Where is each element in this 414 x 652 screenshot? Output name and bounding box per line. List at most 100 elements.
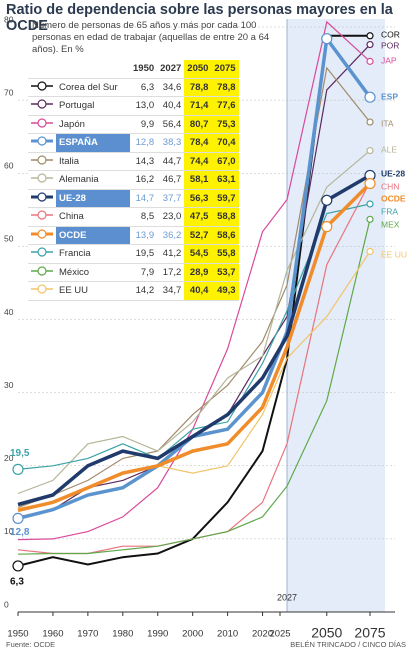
table-cell: 77,6	[211, 96, 239, 116]
legend-name: ESPAÑA	[56, 133, 130, 153]
table-header: 1950	[130, 60, 158, 79]
table-cell: 6,3	[130, 78, 158, 97]
table-row: China 8,5 23,0 47,5 58,8	[28, 207, 239, 227]
table-cell: 52,7	[184, 226, 212, 245]
start-label: 12,8	[10, 527, 30, 538]
y-tick-label: 60	[4, 161, 14, 171]
table-cell: 58,1	[184, 170, 212, 190]
end-label: EE UU	[381, 249, 407, 259]
x-tick-label: 2025	[269, 629, 290, 640]
swatch	[31, 192, 53, 202]
legend-name: Corea del Sur	[56, 78, 130, 97]
swatch	[31, 118, 53, 128]
swatch	[31, 136, 53, 146]
swatch	[31, 99, 53, 109]
legend-swatch	[28, 152, 56, 171]
marker	[321, 33, 333, 45]
swatch-dot	[37, 173, 47, 183]
table-cell: 13,9	[130, 226, 158, 245]
x-tick-label: 2000	[182, 629, 203, 640]
end-label: CHN	[381, 181, 399, 191]
table-header: 2075	[211, 60, 239, 79]
marker	[321, 194, 333, 206]
end-marker	[366, 215, 374, 223]
projection-label: 2027	[277, 592, 297, 602]
legend-swatch	[28, 207, 56, 227]
legend-name: EE UU	[56, 281, 130, 301]
table-cell: 46,7	[157, 170, 185, 190]
swatch-dot	[37, 136, 47, 146]
x-tick-label: 2050	[311, 625, 342, 641]
swatch-dot	[37, 81, 47, 91]
legend-swatch	[28, 78, 56, 97]
table-cell: 40,4	[157, 96, 185, 116]
legend-name: Portugal	[56, 96, 130, 116]
table-header: 2027	[157, 60, 185, 79]
end-label: COR	[381, 29, 400, 39]
subtitle: Número de personas de 65 años y más por …	[32, 20, 270, 55]
swatch-dot	[37, 229, 47, 239]
table-row: Corea del Sur 6,3 34,6 78,8 78,8	[28, 78, 239, 97]
series-line	[17, 203, 371, 470]
table-cell: 44,7	[157, 152, 185, 171]
swatch-dot	[37, 192, 47, 202]
table-cell: 75,3	[211, 115, 239, 134]
table-cell: 14,2	[130, 281, 158, 301]
y-tick-label: 40	[4, 307, 14, 317]
table-cell: 78,8	[211, 78, 239, 97]
x-tick-label: 1980	[112, 629, 133, 640]
end-label: JAP	[381, 55, 397, 65]
end-marker	[366, 118, 374, 126]
legend-name: OCDE	[56, 226, 130, 245]
legend-swatch	[28, 170, 56, 190]
swatch	[31, 247, 53, 257]
table-cell: 54,5	[184, 244, 212, 264]
legend-swatch	[28, 96, 56, 116]
legend-name: Alemania	[56, 170, 130, 190]
x-tick-label: 2020	[252, 629, 273, 640]
swatch	[31, 155, 53, 165]
legend-swatch	[28, 189, 56, 208]
table-cell: 41,2	[157, 244, 185, 264]
legend-swatch	[28, 244, 56, 264]
x-tick-label: 1970	[77, 629, 98, 640]
x-tick-label: 2075	[354, 625, 385, 641]
end-marker	[366, 247, 374, 256]
table-cell: 8,5	[130, 207, 158, 227]
end-label: ALE	[381, 144, 397, 154]
end-marker	[364, 177, 376, 190]
swatch-dot	[37, 284, 47, 294]
table-cell: 47,5	[184, 207, 212, 227]
swatch	[31, 284, 53, 294]
table-cell: 40,4	[184, 281, 212, 301]
legend-name: Italia	[56, 152, 130, 171]
swatch-dot	[37, 210, 47, 220]
table-cell: 34,6	[157, 78, 185, 97]
legend-swatch	[28, 281, 56, 301]
table-cell: 17,2	[157, 263, 185, 282]
end-marker	[366, 57, 374, 65]
source: Fuente: OCDE	[6, 640, 56, 649]
y-tick-label: 10	[4, 526, 14, 536]
table-cell: 67,0	[211, 152, 239, 171]
end-label: OCDE	[381, 193, 406, 203]
swatch	[31, 81, 53, 91]
legend-swatch	[28, 226, 56, 245]
end-marker	[366, 146, 374, 155]
table-cell: 14,3	[130, 152, 158, 171]
end-marker	[366, 32, 374, 40]
y-tick-label: 80	[4, 14, 14, 24]
table-cell: 36,2	[157, 226, 185, 245]
end-label: POR	[381, 40, 399, 50]
start-marker	[12, 560, 24, 572]
table-cell: 58,8	[211, 207, 239, 227]
swatch-dot	[37, 247, 47, 257]
table-row: Francia 19,5 41,2 54,5 55,8	[28, 244, 239, 264]
start-label: 19,5	[10, 448, 30, 459]
y-tick-label: 0	[4, 599, 9, 609]
table-row: OCDE 13,9 36,2 52,7 58,6	[28, 226, 239, 245]
legend-swatch	[28, 263, 56, 282]
table-cell: 56,3	[184, 189, 212, 208]
